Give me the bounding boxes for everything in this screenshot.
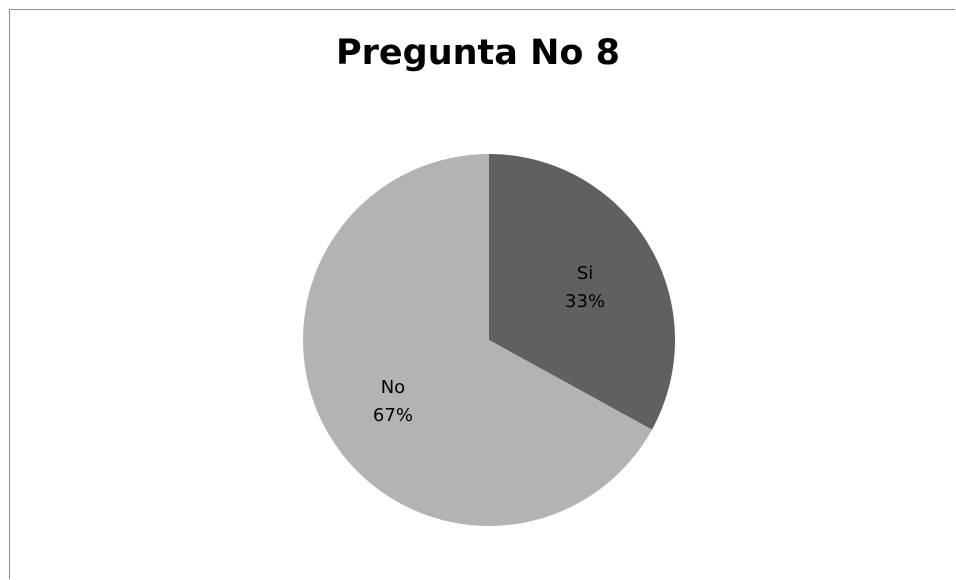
data-label-si: Si 33% [565,263,605,312]
slice-percent-label: 67% [373,405,413,426]
chart-title: Pregunta No 8 [336,33,620,73]
pie-slice-si [489,154,675,430]
data-label-no: No 67% [373,377,413,426]
pie-slice-no [302,154,652,526]
slice-percent-label: 33% [565,291,605,312]
slice-category-label: No [381,377,405,398]
slice-category-label: Si [577,263,593,284]
